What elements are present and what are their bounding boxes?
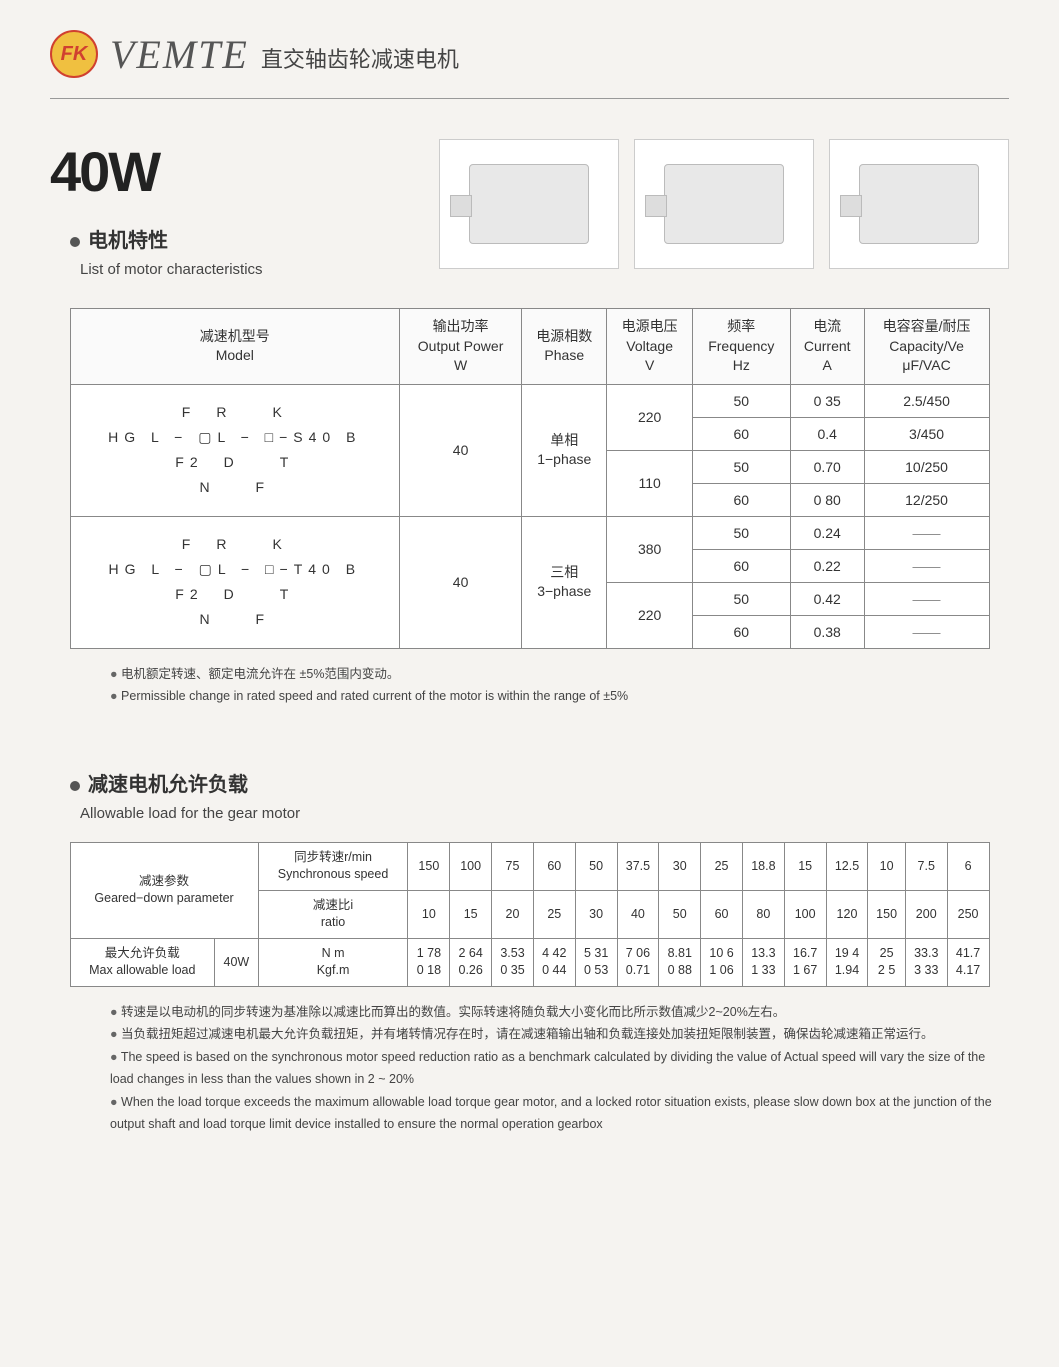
brand-name: VEMTE [110,31,249,78]
brand-subtitle: 直交轴齿轮减速电机 [261,42,459,74]
model-1: F R K HG L − ▢L − □−S40 B F2 D T N F [70,384,400,516]
product-image-3 [829,139,1009,269]
power-title: 40W [50,139,263,204]
product-image-2 [634,139,814,269]
product-image-1 [439,139,619,269]
section1-head: 电机特性 [70,224,263,253]
section1-notes: 电机额定转速、额定电流允许在 ±5%范围内变动。 Permissible cha… [110,663,1009,708]
logo-icon: FK [50,30,98,78]
page-header: FK VEMTE 直交轴齿轮减速电机 [50,30,1009,78]
allowable-load-table: 减速参数Geared−down parameter 同步转速r/minSynch… [70,842,990,987]
product-images [439,139,1009,269]
section1-title-cn: 电机特性 [88,224,168,253]
bullet-icon [70,237,80,247]
title-row: 40W 电机特性 List of motor characteristics [50,139,1009,298]
bullet-icon [70,781,80,791]
header-divider [50,98,1009,99]
section2-title-en: Allowable load for the gear motor [80,805,1009,822]
section2-title-cn: 减速电机允许负载 [88,768,248,797]
model-2: F R K HG L − ▢L − □−T40 B F2 D T N F [70,516,400,648]
section1-title-en: List of motor characteristics [80,261,263,278]
motor-characteristics-table: 减速机型号Model 输出功率Output PowerW 电源相数Phase 电… [70,308,990,649]
section2-notes: 转速是以电动机的同步转速为基准除以减速比而算出的数值。实际转速将随负载大小变化而… [110,1001,1009,1136]
section2-head: 减速电机允许负载 [70,768,1009,797]
